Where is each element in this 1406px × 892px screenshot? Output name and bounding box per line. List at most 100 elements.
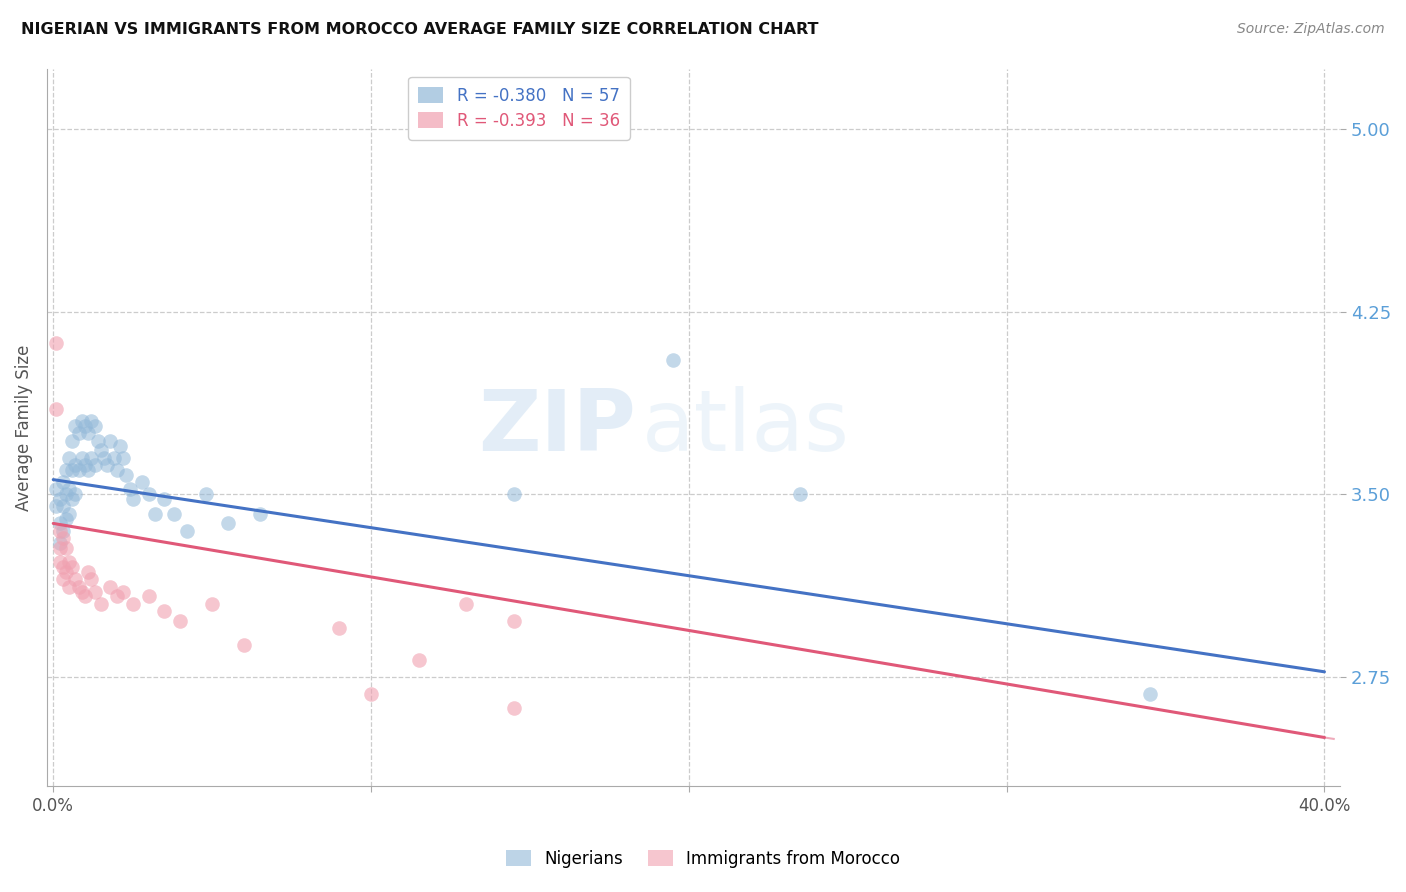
Point <box>77 565 100 579</box>
Point <box>48 536 70 550</box>
Point <box>1139 687 1161 701</box>
Point <box>48 492 70 507</box>
Point <box>194 487 217 501</box>
Point <box>70 450 93 465</box>
Point <box>138 590 160 604</box>
Point <box>105 463 128 477</box>
Point <box>83 458 105 472</box>
Point <box>65 458 87 472</box>
Point <box>503 614 526 628</box>
Point <box>58 580 80 594</box>
Point <box>138 487 160 501</box>
Point <box>131 475 153 489</box>
Point <box>48 516 70 531</box>
Point <box>58 483 80 497</box>
Point <box>48 541 70 555</box>
Point <box>249 507 271 521</box>
Y-axis label: Average Family Size: Average Family Size <box>15 344 32 510</box>
Point <box>52 475 75 489</box>
Point <box>60 492 83 507</box>
Point <box>408 653 430 667</box>
Point <box>67 463 90 477</box>
Point <box>73 419 96 434</box>
Point <box>80 450 103 465</box>
Point <box>45 336 67 351</box>
Point <box>70 584 93 599</box>
Point <box>100 580 122 594</box>
Point <box>83 419 105 434</box>
Point <box>52 560 75 574</box>
Point <box>121 597 143 611</box>
Point <box>90 443 112 458</box>
Point <box>58 507 80 521</box>
Point <box>70 414 93 428</box>
Point <box>103 450 125 465</box>
Point <box>55 565 77 579</box>
Point <box>143 507 166 521</box>
Point <box>73 458 96 472</box>
Point <box>65 419 87 434</box>
Point <box>55 487 77 501</box>
Point <box>55 463 77 477</box>
Point <box>58 450 80 465</box>
Point <box>45 402 67 417</box>
Point <box>456 597 478 611</box>
Point <box>153 492 176 507</box>
Point <box>65 573 87 587</box>
Point <box>65 487 87 501</box>
Point <box>60 463 83 477</box>
Text: NIGERIAN VS IMMIGRANTS FROM MOROCCO AVERAGE FAMILY SIZE CORRELATION CHART: NIGERIAN VS IMMIGRANTS FROM MOROCCO AVER… <box>21 22 818 37</box>
Point <box>80 573 103 587</box>
Point <box>52 573 75 587</box>
Point <box>93 450 115 465</box>
Point <box>662 353 685 368</box>
Text: Source: ZipAtlas.com: Source: ZipAtlas.com <box>1237 22 1385 37</box>
Point <box>100 434 122 448</box>
Point <box>115 467 138 482</box>
Point <box>232 638 254 652</box>
Point <box>96 458 118 472</box>
Point <box>83 584 105 599</box>
Point <box>503 487 526 501</box>
Point <box>112 584 135 599</box>
Point <box>169 614 191 628</box>
Point <box>73 590 96 604</box>
Point <box>55 541 77 555</box>
Point <box>80 414 103 428</box>
Point <box>48 524 70 538</box>
Point <box>58 555 80 569</box>
Point <box>201 597 224 611</box>
Point <box>45 500 67 514</box>
Point <box>45 483 67 497</box>
Point <box>52 500 75 514</box>
Point <box>67 580 90 594</box>
Point <box>328 621 350 635</box>
Point <box>121 492 143 507</box>
Point <box>789 487 811 501</box>
Point <box>176 524 198 538</box>
Point <box>55 511 77 525</box>
Text: ZIP: ZIP <box>478 386 636 469</box>
Point <box>163 507 186 521</box>
Point <box>108 439 131 453</box>
Point <box>153 604 176 618</box>
Point <box>90 597 112 611</box>
Point <box>67 426 90 441</box>
Point <box>52 524 75 538</box>
Point <box>52 531 75 545</box>
Point <box>112 450 135 465</box>
Point <box>217 516 239 531</box>
Point <box>77 463 100 477</box>
Point <box>118 483 141 497</box>
Point <box>60 560 83 574</box>
Legend: R = -0.380   N = 57, R = -0.393   N = 36: R = -0.380 N = 57, R = -0.393 N = 36 <box>408 77 630 139</box>
Point <box>77 426 100 441</box>
Point <box>503 701 526 715</box>
Point <box>105 590 128 604</box>
Point <box>48 555 70 569</box>
Point <box>60 434 83 448</box>
Point <box>87 434 110 448</box>
Point <box>360 687 382 701</box>
Text: atlas: atlas <box>643 386 849 469</box>
Legend: Nigerians, Immigrants from Morocco: Nigerians, Immigrants from Morocco <box>499 844 907 875</box>
